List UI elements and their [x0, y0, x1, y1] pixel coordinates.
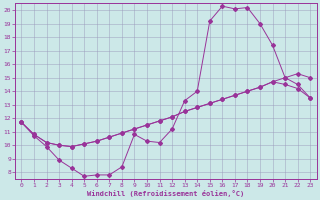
X-axis label: Windchill (Refroidissement éolien,°C): Windchill (Refroidissement éolien,°C) [87, 190, 244, 197]
